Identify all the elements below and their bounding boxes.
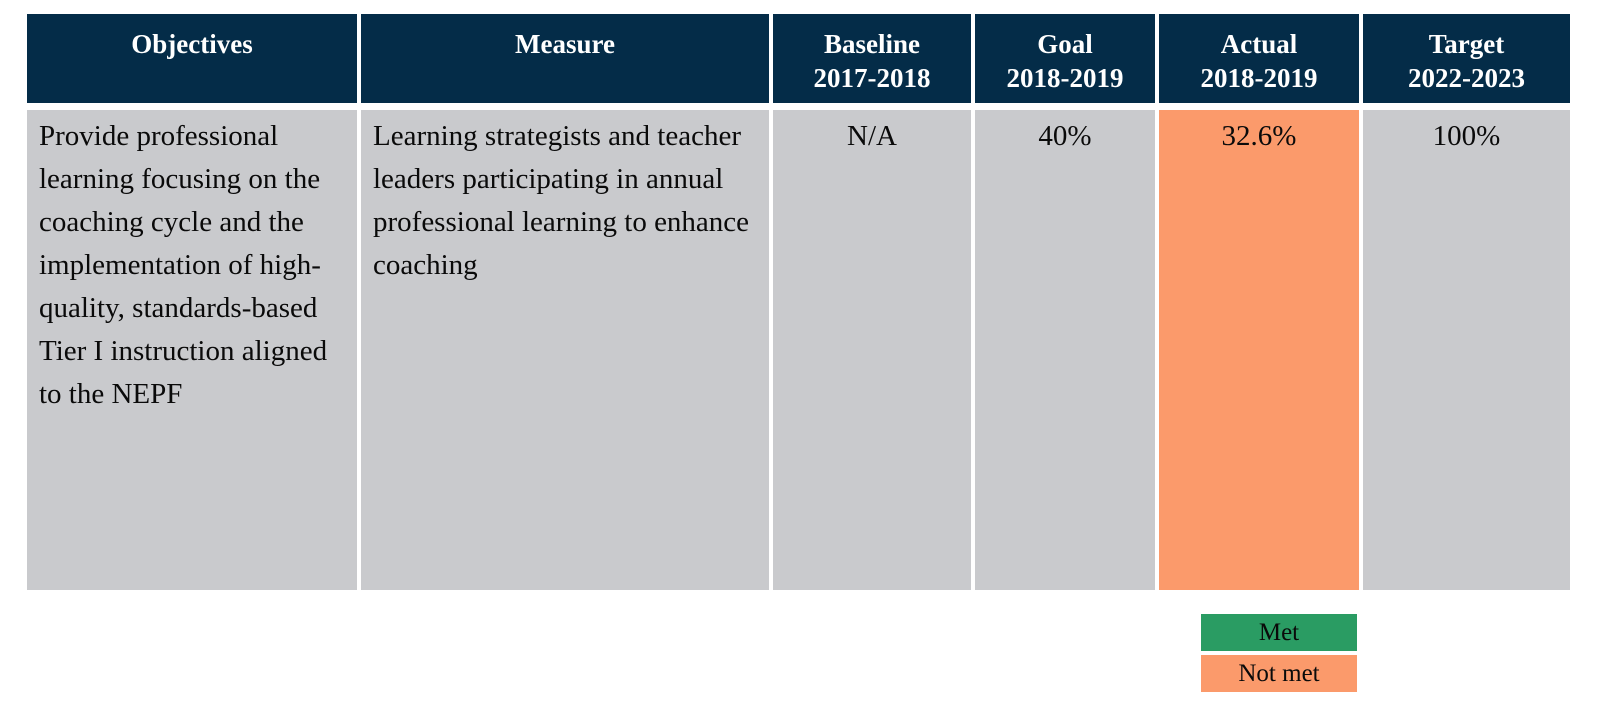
target-value-cell: 100% bbox=[1363, 110, 1570, 590]
column-header-years: 2018-2019 bbox=[1006, 63, 1124, 93]
legend-not-met: Not met bbox=[1201, 655, 1357, 692]
column-header-objectives: Objectives bbox=[27, 14, 357, 103]
column-header-label: Actual bbox=[1220, 29, 1298, 59]
column-header-label: Goal bbox=[1037, 29, 1093, 59]
actual-value-cell-not-met: 32.6% bbox=[1159, 110, 1359, 590]
column-header-years: 2017-2018 bbox=[813, 63, 931, 93]
baseline-value-cell: N/A bbox=[773, 110, 971, 590]
status-legend: Met Not met bbox=[1201, 614, 1357, 692]
legend-met: Met bbox=[1201, 614, 1357, 651]
goal-value-cell: 40% bbox=[975, 110, 1155, 590]
measure-cell: Learning strategists and teacher leaders… bbox=[361, 110, 769, 590]
column-header-label: Baseline bbox=[823, 29, 920, 59]
column-header-label: Objectives bbox=[131, 29, 253, 59]
column-header-years: 2022-2023 bbox=[1408, 63, 1525, 93]
column-header-target: Target 2022-2023 bbox=[1363, 14, 1570, 103]
objective-cell: Provide professional learning focusing o… bbox=[27, 110, 357, 590]
column-header-years: 2018-2019 bbox=[1200, 63, 1318, 93]
column-header-actual: Actual 2018-2019 bbox=[1159, 14, 1359, 103]
column-header-baseline: Baseline 2017-2018 bbox=[773, 14, 971, 103]
objectives-measures-table: Objectives Measure Baseline 2017-2018 Go… bbox=[27, 14, 1570, 590]
column-header-label: Target bbox=[1428, 29, 1505, 59]
column-header-measure: Measure bbox=[361, 14, 769, 103]
column-header-goal: Goal 2018-2019 bbox=[975, 14, 1155, 103]
column-header-label: Measure bbox=[515, 29, 615, 59]
